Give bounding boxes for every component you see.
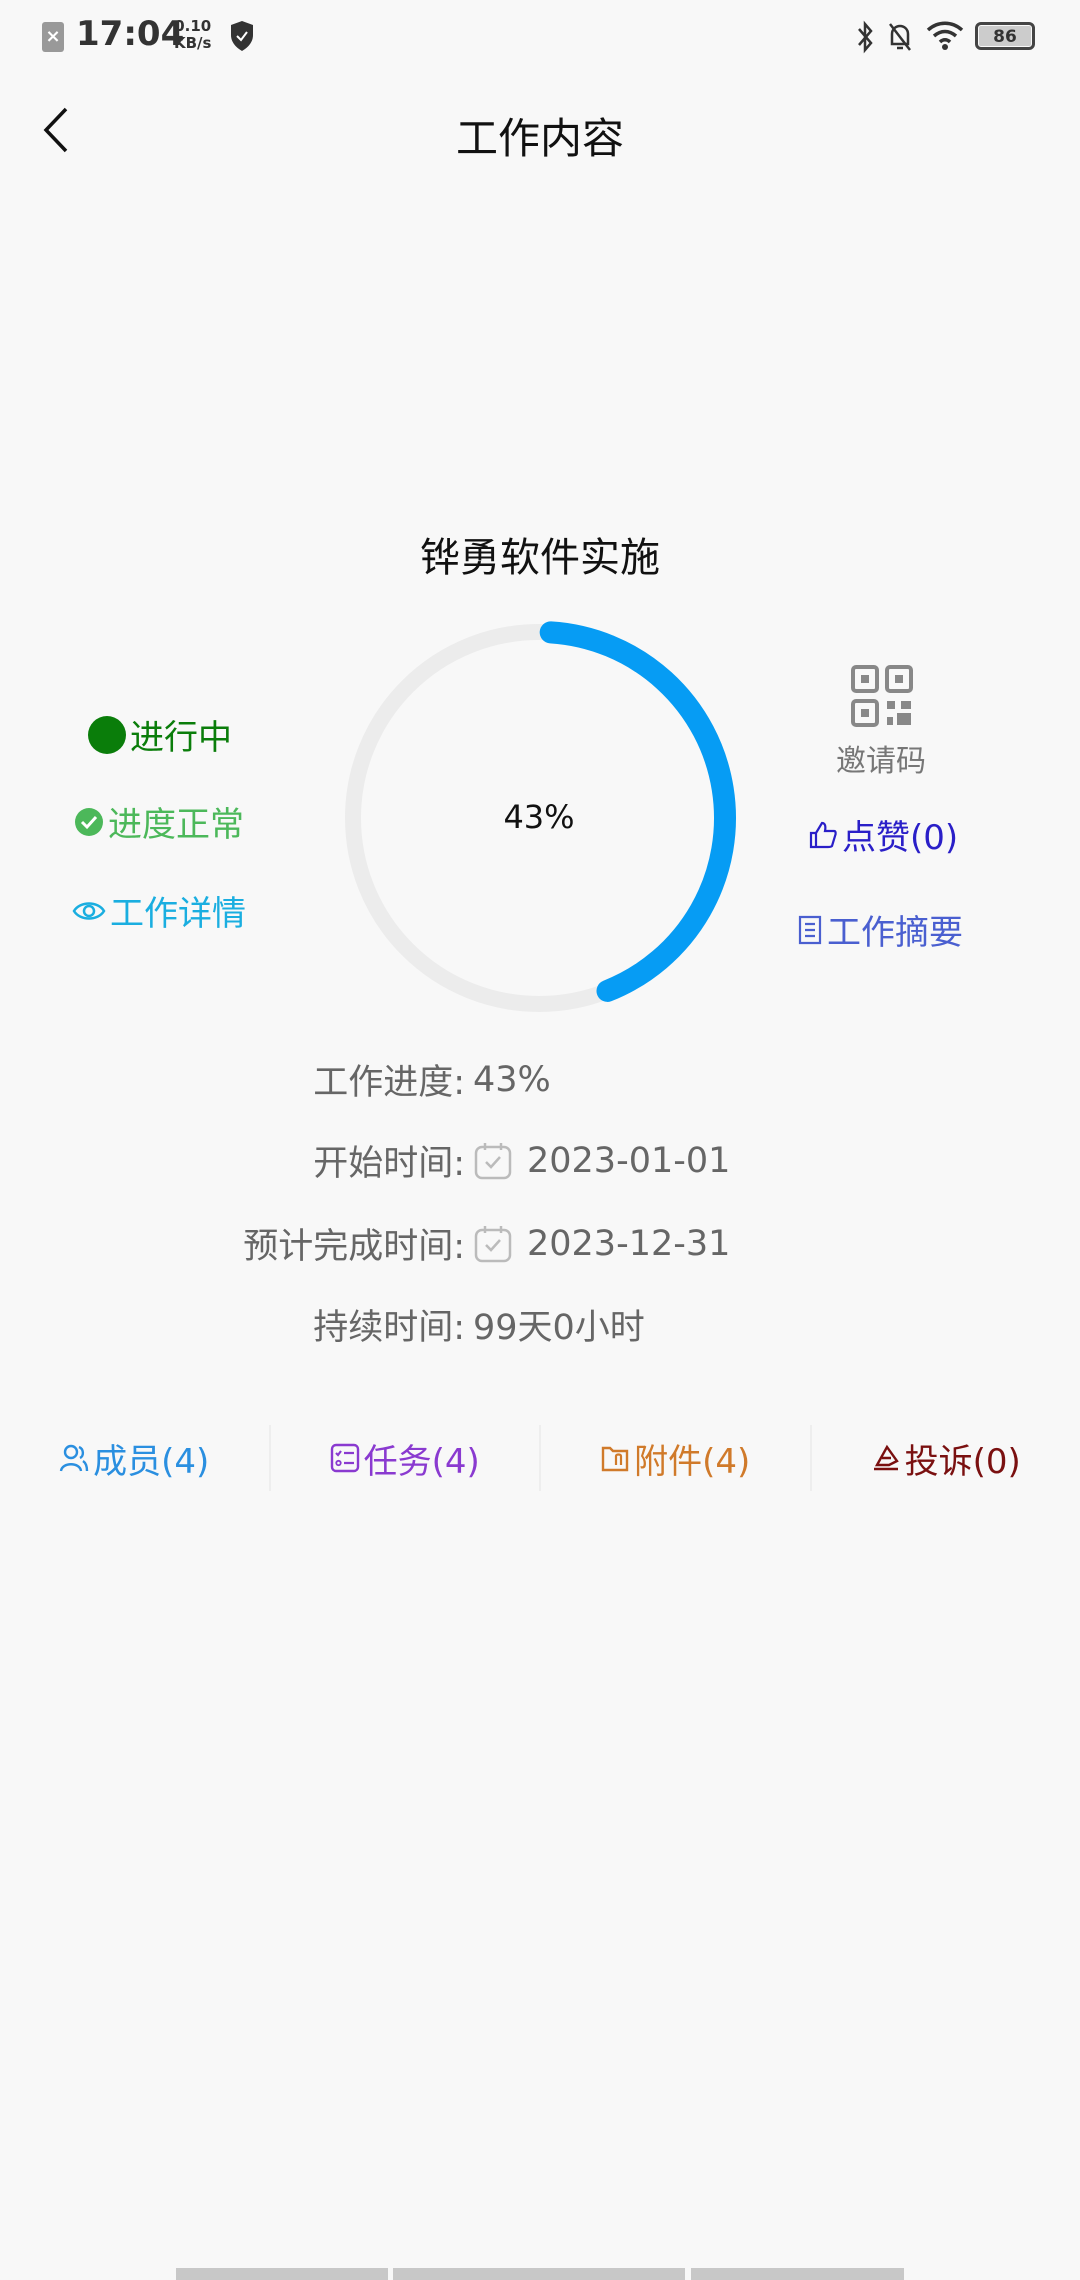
status-in-progress: 进行中 [88, 710, 232, 759]
notification-icon: × [42, 22, 64, 52]
info-start-date: 开始时间: 2023-01-01 [313, 1140, 731, 1185]
document-icon [798, 915, 822, 944]
network-speed: 0.10 KB/s [174, 17, 212, 52]
clock: 17:04 [76, 14, 185, 54]
back-button[interactable] [36, 105, 76, 155]
progress-ring [345, 621, 736, 1012]
status-bar: × 17:04 0.10 KB/s 86 [0, 0, 1080, 75]
bluetooth-icon [858, 20, 873, 54]
qr-code-icon[interactable] [851, 665, 913, 727]
checklist-icon [330, 1443, 359, 1473]
check-circle-icon [75, 807, 103, 836]
wifi-icon [926, 21, 964, 50]
nav-bar-segment [393, 2268, 685, 2280]
info-end-date: 预计完成时间: 2023-12-31 [243, 1223, 731, 1268]
calendar-icon [474, 1225, 512, 1262]
work-details-link[interactable]: 工作详情 [72, 886, 246, 935]
bottom-tabs: 成员(4) 任务(4) 附件(4) 投诉(0) [0, 1425, 1080, 1491]
tab-complaints[interactable]: 投诉(0) [812, 1425, 1080, 1491]
attachment-icon [601, 1446, 629, 1472]
invite-code-label[interactable]: 邀请码 [836, 744, 926, 779]
complaint-icon [873, 1444, 899, 1471]
tab-members[interactable]: 成员(4) [0, 1425, 271, 1491]
progress-percent: 43% [503, 798, 575, 836]
tab-tasks[interactable]: 任务(4) [271, 1425, 541, 1491]
battery-indicator: 86 [975, 22, 1035, 50]
schedule-status: 进度正常 [74, 797, 244, 846]
user-icon [59, 1444, 89, 1472]
like-button[interactable]: 点赞(0) [808, 810, 958, 859]
shield-icon [231, 21, 253, 51]
page-title: 工作内容 [455, 114, 624, 163]
nav-bar-segment [691, 2268, 904, 2280]
bell-off-icon [889, 23, 911, 51]
status-dot-icon [88, 715, 126, 754]
tab-attachments[interactable]: 附件(4) [541, 1425, 812, 1491]
work-summary-link[interactable]: 工作摘要 [797, 905, 963, 954]
info-progress: 工作进度: 43% [313, 1059, 551, 1104]
calendar-icon [474, 1142, 512, 1179]
nav-bar-segment [176, 2268, 388, 2280]
eye-icon [72, 901, 106, 920]
project-name: 铧勇软件实施 [420, 535, 660, 581]
thumbs-up-icon [809, 821, 837, 848]
progress-ring-fill [539, 621, 736, 1002]
info-duration: 持续时间: 99天0小时 [313, 1308, 645, 1348]
